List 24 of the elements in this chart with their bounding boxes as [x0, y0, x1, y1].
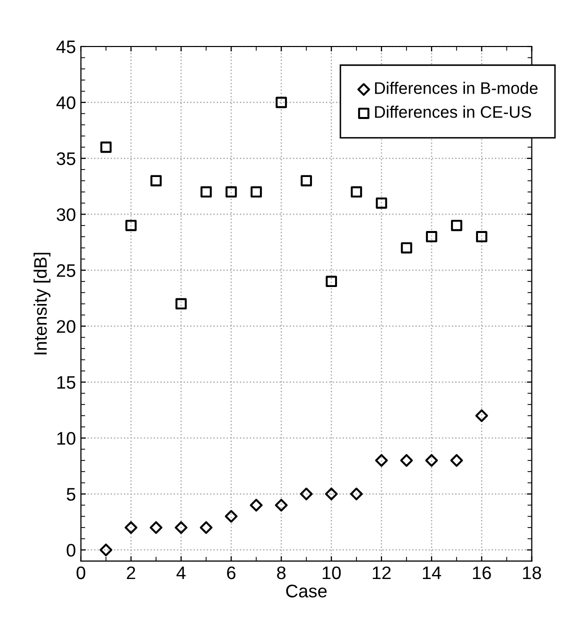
y-tick-label: 15 — [57, 376, 76, 389]
x-tick-label: 0 — [76, 566, 86, 580]
x-tick-label: 2 — [126, 566, 136, 580]
y-tick-label: 20 — [56, 320, 76, 333]
legend-label: Differences in B-mode — [375, 82, 538, 94]
x-tick-label: 14 — [422, 566, 442, 580]
x-tick-label: 6 — [227, 566, 236, 580]
x-tick-label: 12 — [372, 566, 391, 580]
legend-label: Differences in CE-US — [375, 106, 532, 118]
y-tick-label: 5 — [66, 488, 76, 501]
y-tick-label: 25 — [56, 264, 76, 277]
y-tick-label: 10 — [57, 432, 76, 445]
y-tick-label: 40 — [56, 96, 76, 110]
y-tick-label: 45 — [56, 40, 76, 54]
y-tick-label: 0 — [66, 544, 76, 557]
y-axis-title: Intensity [dB] — [34, 252, 50, 354]
x-tick-label: 4 — [176, 566, 186, 580]
y-tick-label: 35 — [56, 152, 76, 166]
y-tick-label: 30 — [56, 208, 76, 222]
x-tick-label: 10 — [322, 566, 341, 580]
x-tick-label: 18 — [523, 566, 542, 580]
x-tick-label: 16 — [473, 566, 491, 580]
x-tick-label: 8 — [277, 566, 286, 580]
x-axis-title: Case — [286, 584, 327, 598]
